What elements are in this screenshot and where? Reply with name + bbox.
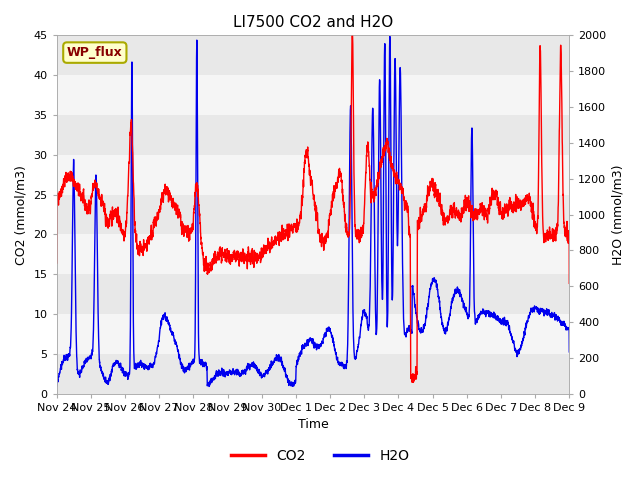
Bar (57, 195, 570, 235)
Y-axis label: CO2 (mmol/m3): CO2 (mmol/m3) (15, 165, 28, 264)
Bar (57, 75, 570, 115)
Bar (57, 314, 570, 354)
X-axis label: Time: Time (298, 419, 328, 432)
Bar (57, 155, 570, 195)
Bar (57, 115, 570, 155)
Bar (57, 235, 570, 275)
Bar (57, 275, 570, 314)
Y-axis label: H2O (mmol/m3): H2O (mmol/m3) (612, 164, 625, 265)
Legend: CO2, H2O: CO2, H2O (225, 443, 415, 468)
Text: WP_flux: WP_flux (67, 46, 123, 59)
Bar (57, 36, 570, 75)
Title: LI7500 CO2 and H2O: LI7500 CO2 and H2O (233, 15, 393, 30)
Bar (57, 354, 570, 394)
